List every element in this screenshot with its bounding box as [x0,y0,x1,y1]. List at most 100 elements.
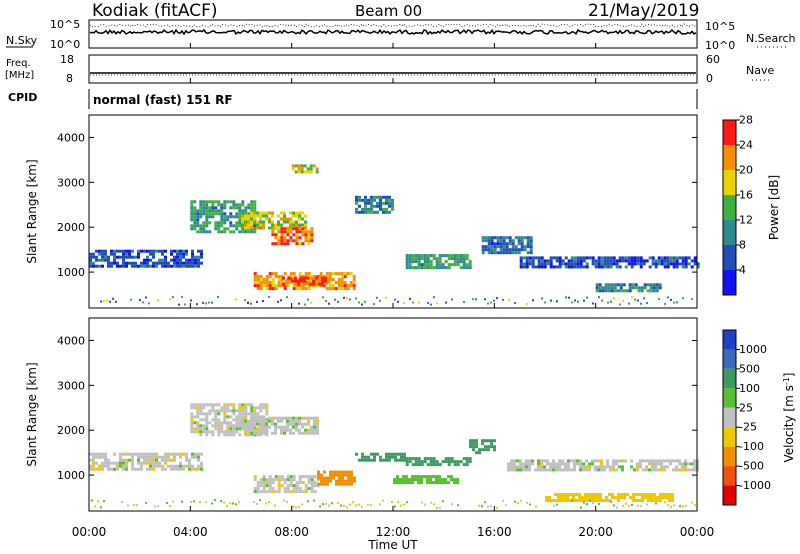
velocity-cell [583,501,585,504]
power-cell [262,211,265,215]
power-cell [167,264,170,268]
velocity-cell [546,462,549,466]
velocity-cell [525,462,528,466]
velocity-cell [188,461,191,465]
power-cell [295,214,298,218]
power-cell [268,220,271,224]
power-cell [241,212,245,216]
velocity-cell [253,487,257,491]
velocity-cell [585,468,588,472]
velocity-cell [320,479,323,483]
velocity-cell [341,470,344,474]
power-cell [220,212,224,216]
power-cell [303,164,307,168]
velocity-cell [98,452,101,456]
power-cell [514,248,518,252]
power-cell [271,284,275,288]
power-cell [253,272,257,276]
velocity-cell [193,427,197,431]
velocity-cell [229,424,233,428]
power-cell [259,275,263,279]
power-cell [523,245,527,249]
velocity-cell [654,468,657,472]
power-cell [429,266,433,270]
velocity-cell [259,433,263,437]
power-cell [453,254,457,258]
velocity-cell [265,433,269,437]
velocity-cell [283,431,286,435]
power-cell [598,283,602,287]
velocity-cell [585,465,588,469]
power-cell [453,257,457,261]
power-cell [291,164,295,168]
velocity-cell [259,499,261,502]
noise-search-trace [89,23,697,28]
velocity-cell [262,419,265,423]
power-cell [601,289,605,293]
power-cell [113,261,116,265]
velocity-cell [424,503,426,506]
velocity-cell [403,452,406,456]
velocity-cell [420,478,423,482]
velocity-cell [205,412,209,416]
velocity-cell [316,419,319,423]
velocity-ytick-label: 2000 [57,424,85,437]
velocity-cell [629,496,632,499]
velocity-cell [128,452,131,456]
power-cell [291,167,295,171]
velocity-cell [205,421,209,425]
power-cell [370,201,373,205]
velocity-cell [250,412,254,416]
power-cell [101,255,104,259]
velocity-cell [154,505,156,508]
power-cell [107,255,110,259]
power-cell [652,289,656,293]
velocity-cell [190,418,194,422]
velocity-cell [95,455,98,459]
power-cell [208,215,212,219]
power-cell [303,279,306,283]
power-cell [364,300,366,303]
velocity-cell [399,481,402,485]
velocity-cell [271,431,274,435]
velocity-cell [133,504,135,506]
velocity-cell [597,459,600,463]
velocity-cell [256,490,260,494]
power-cell [235,212,239,216]
velocity-cell [584,493,587,496]
velocity-cell [313,499,315,502]
power-cell [280,236,284,240]
power-cell [567,265,571,269]
power-cell [202,212,206,216]
velocity-cell [656,496,659,499]
power-cell [196,221,200,225]
power-cell [95,249,98,253]
velocity-cell [644,496,647,499]
power-cell [403,302,405,304]
power-cell [193,206,197,210]
velocity-cell [313,416,316,420]
power-cell [609,265,613,269]
power-cell [435,260,439,264]
velocity-cell [402,478,405,482]
velocity-cell [660,459,663,463]
velocity-cell [181,500,183,503]
power-cell [244,211,247,215]
power-cell [310,227,314,231]
power-cell [591,259,595,263]
power-cell [283,239,287,243]
power-cell [226,215,230,219]
velocity-cell [304,475,308,479]
power-cell [196,303,198,306]
velocity-cell [101,452,104,456]
power-cell [268,284,272,288]
velocity-cell [116,464,119,468]
power-cell [529,245,533,249]
velocity-cell [235,430,239,434]
velocity-cell [552,468,555,472]
power-cell [634,283,638,287]
noise-panel: N.Sky 10^5 10^0 10^5 10^0 N.Search [6,18,796,52]
power-cell [411,254,415,258]
velocity-cell [277,425,280,429]
velocity-cell [391,501,393,503]
